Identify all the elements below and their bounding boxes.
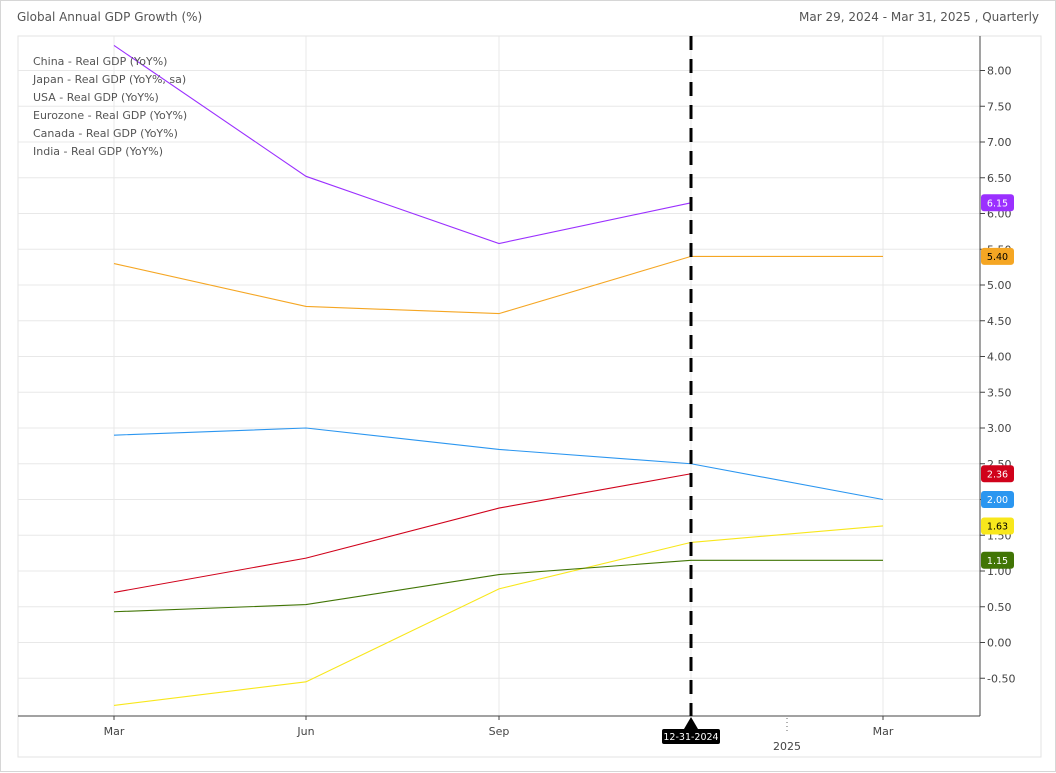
y-tick-label: -0.50 [987,672,1015,685]
last-value-badge [981,491,1014,508]
legend-entry[interactable]: India - Real GDP (YoY%) [33,145,164,158]
x-tick-label: Mar [104,725,125,738]
y-tick-label: 5.00 [987,279,1012,292]
series-line-1[interactable] [113,255,883,315]
chart-legend: China - Real GDP (YoY%) Japan - Real GDP … [33,53,187,161]
chart-area-border [17,35,1042,758]
y-tick-label: 4.50 [987,315,1012,328]
last-value-label: 2.00 [987,495,1008,506]
legend-entry[interactable]: Canada - Real GDP (YoY%) [33,127,178,140]
chart-title: Global Annual GDP Growth (%) [17,10,203,24]
year-label: 2025 [773,740,801,753]
series-line-5[interactable] [113,559,883,613]
last-value-label: 2.36 [987,469,1008,480]
x-tick-label: Sep [489,725,510,738]
last-value-label: 1.15 [987,556,1008,567]
y-tick-label: 3.50 [987,386,1012,399]
y-tick-label: 7.00 [987,136,1012,149]
crosshair-date-label: 12-31-2024 [663,732,718,743]
date-range-label[interactable]: Mar 29, 2024 - Mar 31, 2025 , Quarterly [799,10,1039,24]
series-line-3[interactable] [113,473,692,593]
last-value-badge [981,551,1014,569]
y-tick-label: 3.00 [987,422,1012,435]
x-tick-label: Mar [873,725,894,738]
legend-entry[interactable]: USA - Real GDP (YoY%) [33,91,159,104]
legend-entry[interactable]: China - Real GDP (YoY%) [33,55,168,68]
y-tick-label: 8.00 [987,65,1012,78]
series-line-0[interactable] [113,45,692,245]
y-tick-label: 0.00 [987,637,1012,650]
last-value-badge [981,194,1014,212]
legend-entry[interactable]: Japan - Real GDP (YoY%, sa) [33,73,187,86]
series-line-4[interactable] [113,525,884,706]
last-value-label: 6.15 [987,198,1008,209]
y-tick-label: 7.50 [987,100,1012,113]
legend-entry[interactable]: Eurozone - Real GDP (YoY%) [33,109,188,122]
crosshair-pointer [684,717,698,729]
y-tick-label: 4.00 [987,351,1012,364]
y-tick-label: 0.50 [987,601,1012,614]
last-value-badge [981,465,1014,483]
last-value-badge [981,517,1014,535]
last-value-badge [981,247,1014,265]
crosshair-date-badge [662,729,720,744]
last-value-label: 1.63 [987,521,1008,532]
last-value-label: 5.40 [987,252,1008,263]
series-line-2[interactable] [113,427,884,501]
x-tick-label: Jun [296,725,314,738]
y-tick-label: 6.50 [987,172,1012,185]
